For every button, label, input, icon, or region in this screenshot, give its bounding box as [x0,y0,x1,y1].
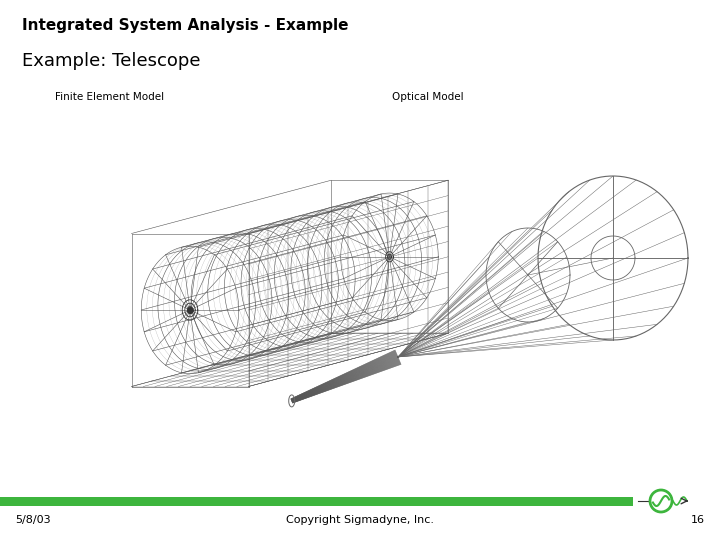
Circle shape [650,490,672,512]
Bar [0,497,633,506]
Text: Integrated System Analysis - Example: Integrated System Analysis - Example [22,18,348,33]
Text: Example: Telescope: Example: Telescope [22,52,200,70]
Text: Optical Model: Optical Model [392,92,464,102]
Text: 16: 16 [691,515,705,525]
Text: 5/8/03: 5/8/03 [15,515,50,525]
Text: Copyright Sigmadyne, Inc.: Copyright Sigmadyne, Inc. [286,515,434,525]
Text: Finite Element Model: Finite Element Model [55,92,164,102]
